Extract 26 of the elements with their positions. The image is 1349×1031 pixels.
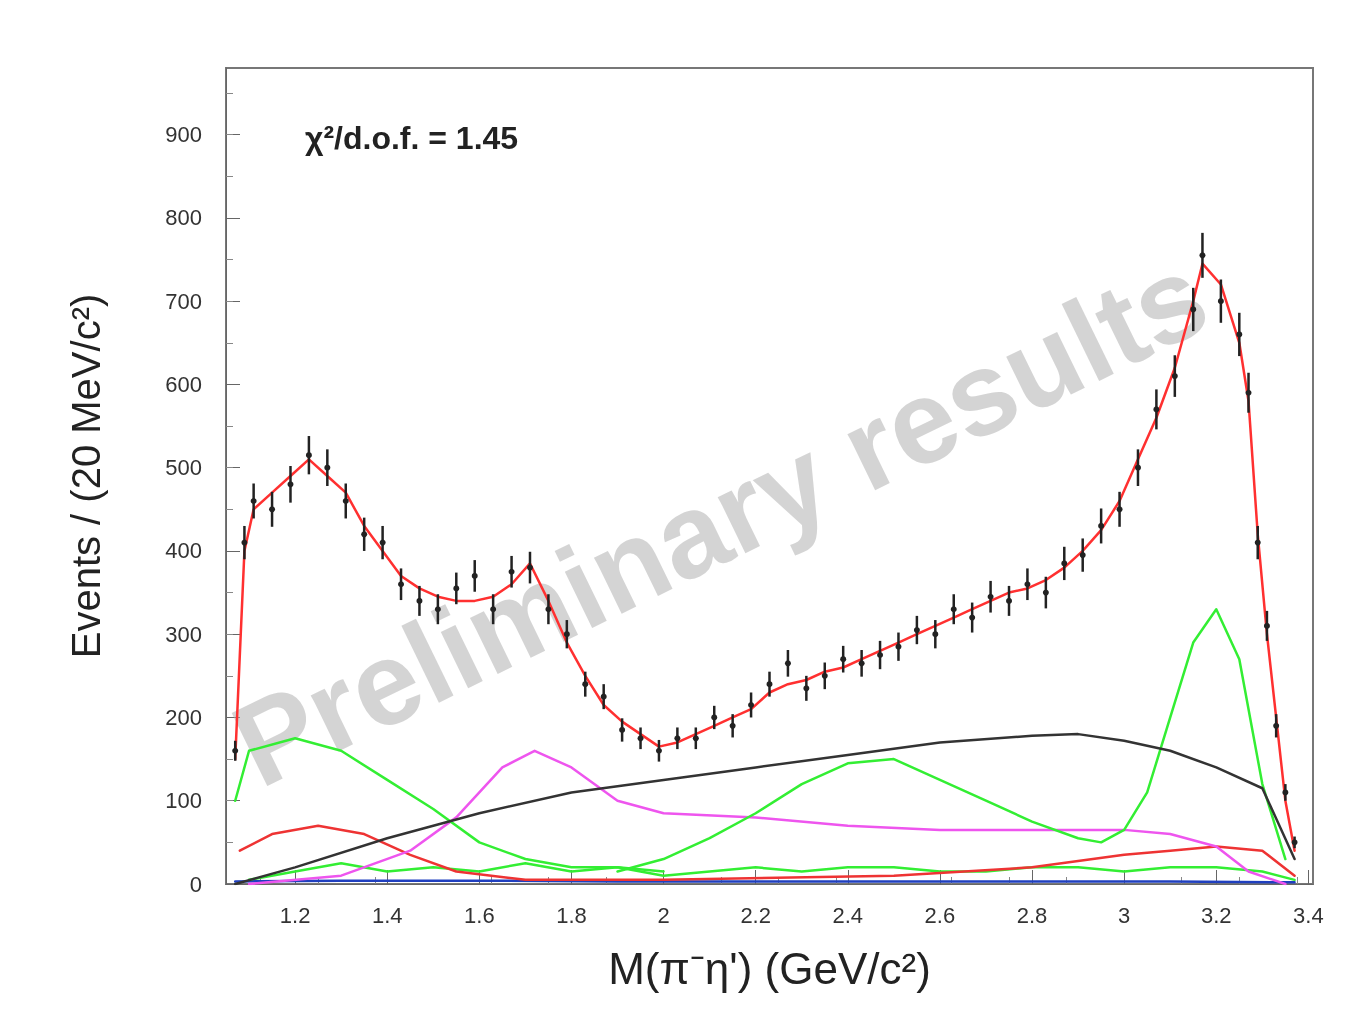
y-tick-label: 800 [165,205,202,231]
x-tick-label: 2.6 [924,902,956,928]
y-tick-label: 100 [165,788,202,814]
x-tick-label: 3.2 [1200,902,1232,928]
x-axis-title: M(π⁻η') (GeV/c²) [608,943,931,993]
x-tick-label: 2.4 [832,902,864,928]
x-tick-label: 3.4 [1293,902,1324,928]
y-tick-label: 200 [165,704,202,730]
x-tick-label: 2.2 [740,902,771,928]
y-tick-label: 700 [165,288,202,314]
x-tick-label: 2.8 [1016,902,1048,928]
annotation: χ²/d.o.f. = 1.45 [305,120,519,156]
x-tick-label: 2 [657,902,670,928]
line-series [238,824,1296,882]
y-tick-label: 600 [165,371,202,397]
x-tick-label: 1.2 [279,902,311,928]
x-tick-label: 1.4 [371,902,403,928]
y-tick-label: 400 [165,538,202,564]
y-tick-label: 300 [165,621,202,647]
y-tick-label: 0 [189,871,202,897]
y-tick-label: 500 [165,455,202,481]
x-tick-label: 1.8 [556,902,587,928]
y-axis-title: Events / (20 MeV/c²) [64,293,108,659]
x-tick-label: 3 [1118,902,1131,928]
x-tick-label: 1.6 [464,902,495,928]
y-tick-label: 900 [165,122,202,148]
